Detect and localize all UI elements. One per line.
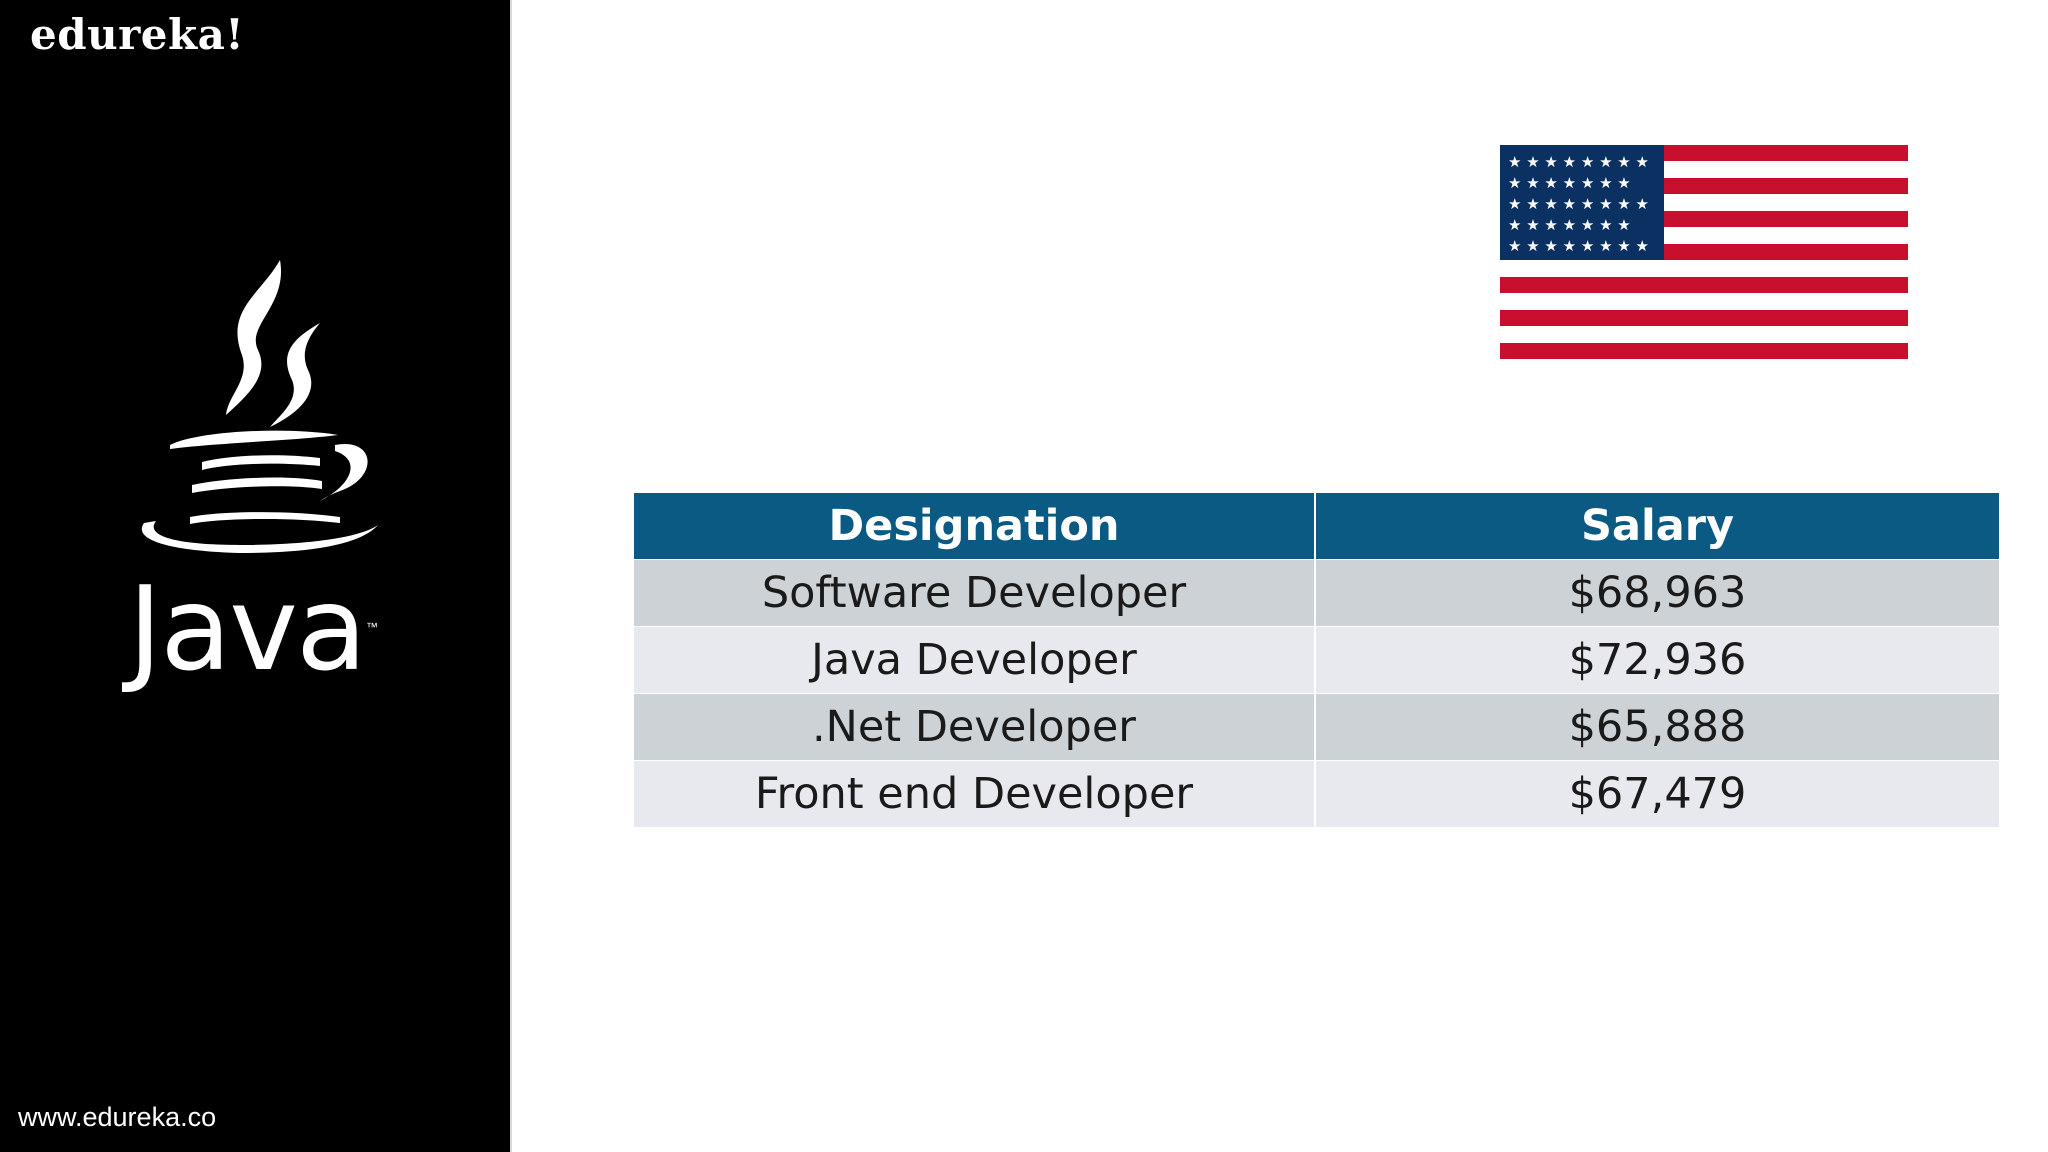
designation-cell: Java Developer — [634, 626, 1315, 694]
java-trademark: ™ — [366, 620, 378, 634]
salary-cell: $65,888 — [1314, 693, 1999, 761]
svg-text:★ ★ ★ ★ ★ ★ ★: ★ ★ ★ ★ ★ ★ ★ — [1508, 174, 1631, 192]
table-row: .Net Developer $65,888 — [634, 693, 1999, 761]
designation-header: Designation — [634, 493, 1315, 560]
website-url: www.edureka.co — [18, 1102, 217, 1132]
svg-text:★ ★ ★ ★ ★ ★ ★: ★ ★ ★ ★ ★ ★ ★ — [1508, 216, 1631, 234]
table-row: Software Developer $68,963 — [634, 559, 1999, 627]
designation-cell: Front end Developer — [634, 760, 1315, 827]
us-flag-icon: ★ ★ ★ ★ ★ ★ ★ ★ ★ ★ ★ ★ ★ ★ ★ ★ ★ ★ ★ ★ … — [1500, 145, 1908, 359]
svg-text:★ ★ ★ ★ ★ ★ ★ ★: ★ ★ ★ ★ ★ ★ ★ ★ — [1508, 153, 1649, 171]
edureka-logo: edureka! — [30, 10, 245, 59]
salary-cell: $68,963 — [1314, 559, 1999, 627]
designation-cell: Software Developer — [634, 559, 1315, 627]
table-header-row: Designation Salary — [634, 493, 1999, 560]
salary-cell: $67,479 — [1314, 760, 1999, 827]
designation-cell: .Net Developer — [634, 693, 1315, 761]
java-wordmark: Java — [128, 562, 367, 697]
table-row: Front end Developer $67,479 — [634, 760, 1999, 827]
salary-header: Salary — [1314, 493, 1999, 560]
svg-text:★ ★ ★ ★ ★ ★ ★ ★: ★ ★ ★ ★ ★ ★ ★ ★ — [1508, 237, 1649, 255]
side-panel: edureka! Java ™ www.edureka.co — [0, 0, 512, 1152]
java-cup-icon — [141, 260, 378, 553]
salary-table: Designation Salary Software Developer $6… — [634, 493, 1999, 827]
svg-text:★ ★ ★ ★ ★ ★ ★ ★: ★ ★ ★ ★ ★ ★ ★ ★ — [1508, 195, 1649, 213]
salary-cell: $72,936 — [1314, 626, 1999, 694]
table-row: Java Developer $72,936 — [634, 626, 1999, 694]
